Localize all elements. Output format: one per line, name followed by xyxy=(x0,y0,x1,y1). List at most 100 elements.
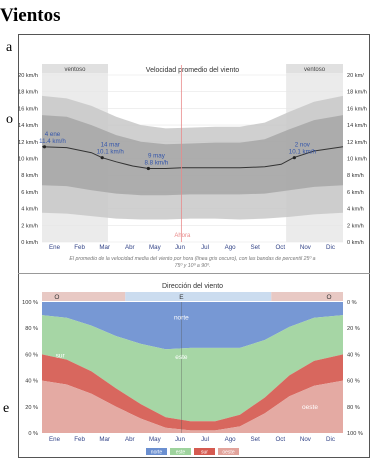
annotation-value: 11.4 km/h xyxy=(39,138,66,145)
y-tick-label-right: 100 % xyxy=(347,431,363,437)
y-tick-label-right: 14 km/h xyxy=(347,123,367,129)
x-month-label: Abr xyxy=(125,436,135,443)
y-tick-label-right: 40 % xyxy=(347,352,360,358)
y-tick-label-left: 80 % xyxy=(25,326,38,332)
annotation-date: 4 ene xyxy=(45,131,61,138)
dominant-direction-band xyxy=(125,292,272,301)
y-tick-label-left: 14 km/h xyxy=(18,123,38,129)
y-tick-label-left: 20 % xyxy=(25,405,38,411)
legend-label: este xyxy=(176,450,186,456)
band-25-75 xyxy=(42,115,343,196)
y-tick-label-right: 80 % xyxy=(347,405,360,411)
y-tick-label-right: 8 km/h xyxy=(347,173,364,179)
dominant-direction-band xyxy=(42,292,126,301)
legend-swatch xyxy=(170,448,191,455)
legend-label: sur xyxy=(201,450,208,456)
x-month-label: Jun xyxy=(175,244,186,251)
x-month-label: Ene xyxy=(49,244,61,251)
y-tick-label-right: 12 km/h xyxy=(347,140,367,146)
y-tick-label-left: 20 km/h xyxy=(18,73,38,79)
y-tick-label-left: 4 km/h xyxy=(21,207,38,213)
y-tick-label-left: 0 km/h xyxy=(21,240,38,246)
y-tick-label-left: 12 km/h xyxy=(18,140,38,146)
dominant-direction-band xyxy=(271,292,343,301)
annotation-value: 8.8 km/h xyxy=(145,160,169,167)
windy-period-label: ventoso xyxy=(64,67,86,73)
annotation-point xyxy=(146,166,150,171)
windy-period-label: ventoso xyxy=(304,67,326,73)
x-month-label: Ago xyxy=(225,436,237,443)
y-tick-label-right: 6 km/h xyxy=(347,190,364,196)
chart-caption-line: El promedio de la velocidad media del vi… xyxy=(69,256,315,262)
direction-series-label: oeste xyxy=(302,404,318,411)
x-month-label: Dic xyxy=(326,436,335,443)
x-month-label: Mar xyxy=(99,436,110,443)
clipped-text-fragment: a xyxy=(6,40,13,55)
annotation-point xyxy=(100,156,104,160)
windy-period-header xyxy=(286,64,343,73)
x-month-label: Jul xyxy=(201,244,209,251)
clipped-text-fragment: o xyxy=(6,112,13,127)
x-month-label: Oct xyxy=(275,244,285,251)
dominant-direction-label: O xyxy=(326,294,331,301)
legend-swatch xyxy=(146,448,167,455)
x-month-label: Ene xyxy=(49,436,61,443)
x-month-label: Nov xyxy=(300,436,312,443)
direction-series-label: sur xyxy=(56,353,66,360)
annotation-date: 9 may xyxy=(148,153,166,160)
x-month-label: May xyxy=(149,244,162,251)
y-tick-label-left: 60 % xyxy=(25,352,38,358)
chart-title: Velocidad promedio del viento xyxy=(146,67,240,74)
now-marker-label: Ahora xyxy=(174,233,191,239)
chart-title: Dirección del viento xyxy=(162,283,223,290)
y-tick-label-left: 10 km/h xyxy=(18,157,38,163)
x-month-label: Feb xyxy=(74,244,85,251)
windy-period-header xyxy=(42,64,108,73)
y-tick-label-right: 60 % xyxy=(347,379,360,385)
x-month-label: Jul xyxy=(201,436,209,443)
x-month-label: Nov xyxy=(300,244,312,251)
x-month-label: Abr xyxy=(125,244,135,251)
x-month-label: Mar xyxy=(99,244,110,251)
y-tick-label-right: 0 km/h xyxy=(347,240,364,246)
y-tick-label-right: 4 km/h xyxy=(347,207,364,213)
y-tick-label-left: 40 % xyxy=(25,379,38,385)
direction-area-oeste xyxy=(42,380,343,433)
annotation-point xyxy=(292,156,296,160)
x-month-label: Feb xyxy=(74,436,85,443)
legend-swatch xyxy=(194,448,215,455)
y-tick-label-right: 10 km/h xyxy=(347,157,367,163)
y-tick-label-left: 8 km/h xyxy=(21,173,38,179)
y-tick-label-left: 6 km/h xyxy=(21,190,38,196)
y-tick-label-right: 2 km/h xyxy=(347,223,364,229)
section-heading: Vientos xyxy=(0,5,61,26)
x-month-label: Dic xyxy=(326,244,335,251)
dominant-direction-label: O xyxy=(54,294,59,301)
panel-divider xyxy=(18,273,370,274)
legend-swatch xyxy=(218,448,239,455)
annotation-value: 10.1 km/h xyxy=(289,149,317,156)
y-tick-label-left: 2 km/h xyxy=(21,223,38,229)
x-month-label: Jun xyxy=(175,436,186,443)
annotation-value: 10.1 km/h xyxy=(97,149,125,156)
x-month-label: May xyxy=(149,436,162,443)
y-tick-label-left: 0 % xyxy=(28,431,38,437)
direction-area-sur xyxy=(42,354,343,431)
y-tick-label-right: 18 km/h xyxy=(347,90,367,96)
y-tick-label-right: 20 km/ xyxy=(347,73,364,79)
clipped-text-fragment: e xyxy=(3,401,10,416)
x-month-label: Set xyxy=(251,244,261,251)
dominant-direction-label: E xyxy=(179,294,184,301)
annotation-date: 2 nov xyxy=(295,142,311,149)
annotation-date: 14 mar xyxy=(101,142,120,149)
y-tick-label-right: 0 % xyxy=(347,300,357,306)
chart-caption-line: 75º y 10º a 90º. xyxy=(175,263,211,269)
direction-area-norte xyxy=(42,302,343,350)
x-month-label: Ago xyxy=(225,244,237,251)
legend-label: oeste xyxy=(222,450,234,456)
y-tick-label-left: 100 % xyxy=(22,300,38,306)
y-tick-label-right: 20 % xyxy=(347,326,360,332)
direction-area-este xyxy=(42,315,343,422)
mean-speed-line xyxy=(41,146,344,169)
